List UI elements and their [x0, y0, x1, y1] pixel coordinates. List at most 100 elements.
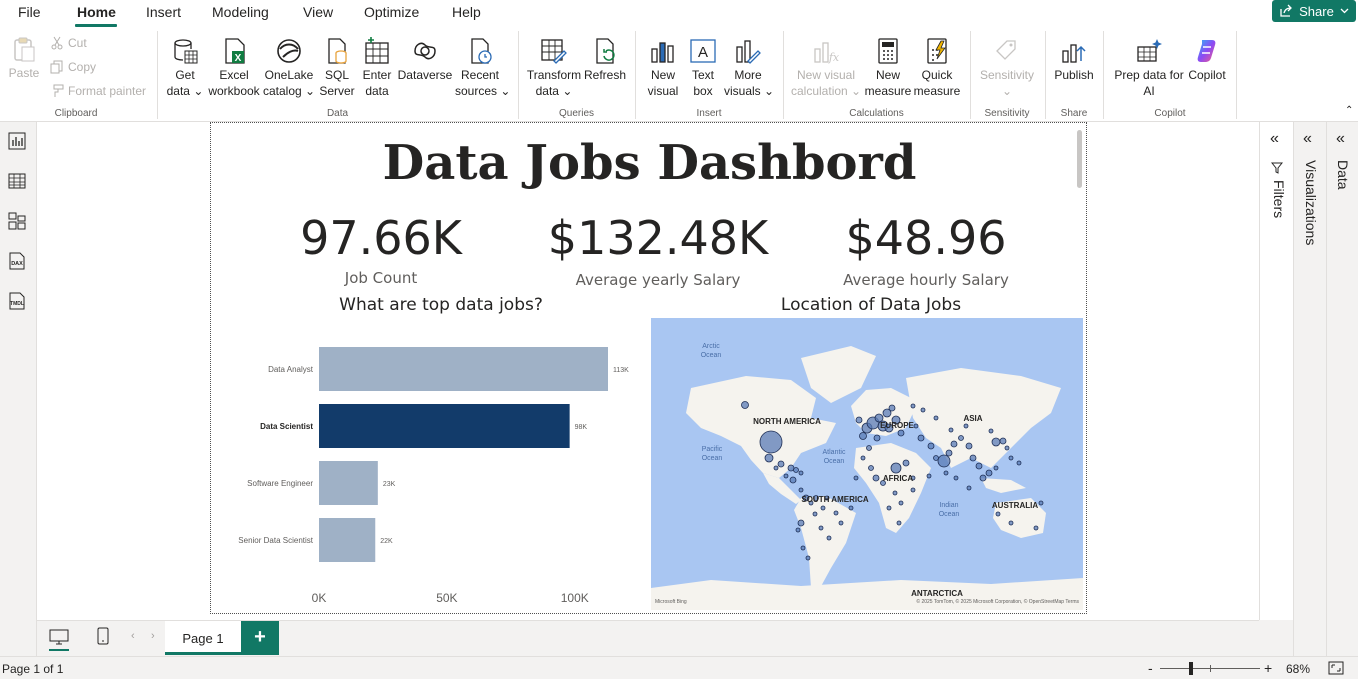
zoom-in-button[interactable]: + [1264, 660, 1273, 676]
excel-workbook-button[interactable]: X Excel workbook [206, 37, 262, 99]
more-visuals-button[interactable]: More visuals ⌄ [724, 37, 774, 99]
map-bubble[interactable] [808, 500, 814, 506]
map-bubble[interactable] [820, 505, 826, 511]
copilot-button[interactable]: Copilot [1184, 37, 1230, 83]
map-bubble[interactable] [1016, 460, 1022, 466]
text-box-button[interactable]: A Text box [684, 37, 722, 99]
visualizations-pane[interactable]: « Visualizations [1293, 122, 1326, 656]
map-bubble[interactable] [950, 440, 958, 448]
map-bubble[interactable] [910, 403, 916, 409]
get-data-button[interactable]: Get data ⌄ [165, 37, 205, 99]
map-bubble[interactable] [953, 475, 959, 481]
bar-data-scientist[interactable] [319, 404, 570, 448]
tab-optimize[interactable]: Optimize [364, 4, 420, 20]
canvas-scrollbar[interactable] [1077, 130, 1082, 188]
tab-home[interactable]: Home [77, 4, 116, 20]
map-bubble[interactable] [824, 495, 830, 501]
map-bubble[interactable] [896, 520, 902, 526]
tmdl-view-icon[interactable]: TMDL [8, 292, 26, 310]
zoom-slider-thumb[interactable] [1189, 662, 1193, 675]
map-bubble[interactable] [884, 423, 894, 433]
map-bubble[interactable] [890, 462, 902, 474]
map-bubble[interactable] [855, 416, 863, 424]
map-bubble[interactable] [759, 430, 783, 454]
map-bubble[interactable] [991, 437, 1001, 447]
map-bubble[interactable] [963, 423, 969, 429]
map-bubble[interactable] [965, 442, 973, 450]
map-bubble[interactable] [966, 485, 972, 491]
new-measure-button[interactable]: New measure [864, 37, 912, 99]
map-bubble[interactable] [985, 469, 993, 477]
map-bubble[interactable] [853, 475, 859, 481]
bar-senior-data-scientist[interactable] [319, 518, 376, 562]
onelake-catalog-button[interactable]: OneLake catalog ⌄ [263, 37, 315, 99]
map-bubble[interactable] [926, 473, 932, 479]
map-bubble[interactable] [1038, 500, 1044, 506]
map-bubble[interactable] [937, 454, 951, 468]
map-bubble[interactable] [812, 511, 818, 517]
fit-to-page-icon[interactable] [1328, 661, 1344, 675]
desktop-layout-icon[interactable] [49, 629, 69, 645]
expand-data-chevron-icon[interactable]: « [1336, 130, 1345, 147]
map-bubble[interactable] [995, 511, 1001, 517]
map-bubble[interactable] [892, 490, 898, 496]
map-bubble[interactable] [1008, 520, 1014, 526]
add-page-button[interactable]: + [241, 621, 279, 655]
map-bubble[interactable] [882, 408, 892, 418]
recent-sources-button[interactable]: Recent sources ⌄ [455, 37, 510, 99]
map-bubble[interactable] [958, 435, 964, 441]
map-bubble[interactable] [802, 494, 810, 502]
map-bubble[interactable] [826, 535, 832, 541]
map-bubble[interactable] [789, 476, 797, 484]
map-bubble[interactable] [795, 527, 801, 533]
next-page-arrow-icon[interactable]: › [151, 630, 155, 642]
map-bubble[interactable] [910, 475, 916, 481]
map-bubble[interactable] [933, 415, 939, 421]
map-bubble[interactable] [860, 455, 866, 461]
map-bubble[interactable] [805, 555, 811, 561]
map-bubble[interactable] [969, 454, 977, 462]
format-painter-button[interactable]: Format painter [50, 84, 146, 98]
map-bubble[interactable] [880, 480, 886, 486]
map-bubble[interactable] [1004, 445, 1010, 451]
map-bubble[interactable] [886, 505, 892, 511]
dataverse-button[interactable]: Dataverse [397, 37, 453, 83]
page-tab-1[interactable]: Page 1 [165, 621, 241, 655]
cut-button[interactable]: Cut [50, 36, 87, 50]
map-bubble[interactable] [833, 510, 839, 516]
map-bubble[interactable] [874, 413, 884, 423]
map-bubble[interactable] [913, 423, 919, 429]
model-view-icon[interactable] [8, 212, 26, 230]
tab-file[interactable]: File [18, 4, 41, 20]
map-bubble[interactable] [927, 442, 935, 450]
expand-filters-chevron-icon[interactable]: « [1270, 130, 1279, 147]
map-bubble[interactable] [943, 470, 949, 476]
map-bubble[interactable] [948, 427, 954, 433]
map-bubble[interactable] [773, 465, 779, 471]
map-bubble[interactable] [898, 500, 904, 506]
map-bubble[interactable] [798, 487, 804, 493]
filters-pane[interactable]: « Filters [1259, 122, 1293, 620]
map-bubble[interactable] [793, 467, 799, 473]
map-bubble[interactable] [798, 470, 804, 476]
map-bubble[interactable] [910, 487, 916, 493]
paste-button[interactable]: Paste [8, 35, 40, 81]
sensitivity-button[interactable]: Sensitivity ⌄ [978, 37, 1036, 99]
map-bubble[interactable] [872, 474, 880, 482]
map-bubble[interactable] [818, 525, 824, 531]
report-view-icon[interactable] [8, 132, 26, 150]
map-bubble[interactable] [764, 453, 774, 463]
map-bubble[interactable] [813, 495, 819, 501]
mobile-layout-icon[interactable] [97, 627, 109, 645]
map-bubble[interactable] [999, 437, 1007, 445]
data-jobs-map[interactable]: Arctic Ocean NORTH AMERICA EUROPE ASIA P… [651, 318, 1083, 610]
previous-page-arrow-icon[interactable]: ‹ [131, 630, 135, 642]
map-bubble[interactable] [873, 434, 881, 442]
map-bubble[interactable] [797, 519, 805, 527]
map-bubble[interactable] [975, 462, 983, 470]
refresh-button[interactable]: Refresh [583, 37, 627, 83]
quick-measure-button[interactable]: Quick measure [913, 37, 961, 99]
bar-software-engineer[interactable] [319, 461, 378, 505]
map-bubble[interactable] [848, 505, 854, 511]
new-visual-calculation-button[interactable]: fx New visual calculation ⌄ [791, 37, 861, 99]
